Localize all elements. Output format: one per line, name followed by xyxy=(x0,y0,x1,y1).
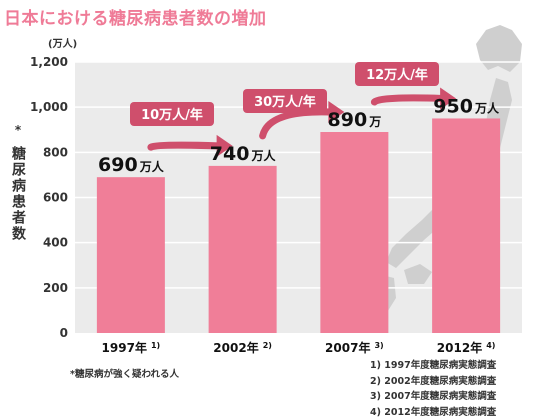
x-tick-year: 1997年 xyxy=(102,340,147,355)
value-label: 950 万人 xyxy=(433,95,500,117)
x-tick-year: 2012年 xyxy=(437,340,482,355)
increase-arrows xyxy=(147,87,457,157)
source-note: 1) 1997年度糖尿病実態調査 xyxy=(370,360,497,371)
y-tick-label: 400 xyxy=(43,236,68,250)
x-tick-label: 2012年 4) xyxy=(437,340,496,355)
y-tick-label: 0 xyxy=(60,326,68,340)
value-unit: 万人 xyxy=(474,100,500,115)
x-tick-note: 3) xyxy=(374,341,383,350)
source-note: 2) 2002年度糖尿病実態調査 xyxy=(370,375,497,387)
y-tick-label: 600 xyxy=(43,191,68,205)
x-tick-year: 2002年 xyxy=(213,340,258,355)
source-notes: 1) 1997年度糖尿病実態調査 2) 2002年度糖尿病実態調査 3) 2007年… xyxy=(370,358,496,420)
x-tick-label: 1997年 1) xyxy=(102,340,161,355)
arrow-head-icon xyxy=(440,87,457,110)
value-unit: 万人 xyxy=(139,159,165,174)
footnote: *糖尿病が強く疑われる人 xyxy=(70,369,179,380)
bars xyxy=(96,118,501,333)
y-axis-label-text: 糖尿病患者数 xyxy=(10,145,26,242)
increase-label: 10万人/年 xyxy=(141,107,203,123)
y-tick-label: 1,000 xyxy=(30,100,68,114)
value-label: 740 万人 xyxy=(210,143,277,165)
value-number: 890 xyxy=(328,109,368,131)
map-hokkaido xyxy=(476,25,522,72)
value-unit: 万 xyxy=(368,115,381,129)
curved-arrow-icon xyxy=(370,94,446,106)
x-tick-labels: 1997年 1) 2002年 2) 2007年 3) 2012年 4) xyxy=(102,340,496,355)
y-tick-labels: 0 200 400 600 800 1,000 1,200 xyxy=(30,55,68,340)
map-shikoku xyxy=(404,264,432,284)
value-number: 740 xyxy=(210,143,250,165)
increase-badge xyxy=(130,102,214,126)
curved-arrow-icon xyxy=(147,141,223,151)
increase-badge xyxy=(355,62,439,86)
y-axis-label: * 糖尿病患者数 xyxy=(10,123,26,242)
bar xyxy=(432,118,501,333)
chart-title: 日本における糖尿病患者数の増加 xyxy=(4,9,267,29)
x-tick-note: 1) xyxy=(151,341,160,350)
x-tick-note: 4) xyxy=(486,341,495,350)
bar xyxy=(208,165,277,333)
increase-badge xyxy=(243,89,327,113)
arrow-head-icon xyxy=(216,134,233,157)
arrow-head-icon xyxy=(328,101,345,124)
value-number: 690 xyxy=(98,154,138,176)
x-tick-note: 2) xyxy=(263,341,272,350)
value-number: 950 xyxy=(433,95,473,117)
y-axis-label-mark: * xyxy=(15,123,22,137)
increase-label: 30万人/年 xyxy=(254,94,316,110)
increase-label: 12万人/年 xyxy=(366,67,428,83)
bar xyxy=(320,132,389,333)
source-note: 3) 2007年度糖尿病実態調査 xyxy=(370,391,497,402)
y-tick-label: 200 xyxy=(43,281,68,295)
source-note: 4) 2012年度糖尿病実態調査 xyxy=(370,406,497,418)
value-label: 890 万 xyxy=(328,109,382,131)
y-tick-label: 800 xyxy=(43,145,68,159)
value-unit: 万人 xyxy=(250,148,276,163)
bar xyxy=(96,177,165,333)
increase-badges: 10万人/年 30万人/年 12万人/年 xyxy=(130,62,439,126)
x-tick-label: 2002年 2) xyxy=(213,340,272,355)
value-label: 690 万人 xyxy=(98,154,165,176)
x-tick-label: 2007年 3) xyxy=(325,340,384,355)
x-tick-year: 2007年 xyxy=(325,340,370,355)
y-tick-label: 1,200 xyxy=(30,55,68,69)
y-axis-unit: (万人) xyxy=(48,37,77,50)
